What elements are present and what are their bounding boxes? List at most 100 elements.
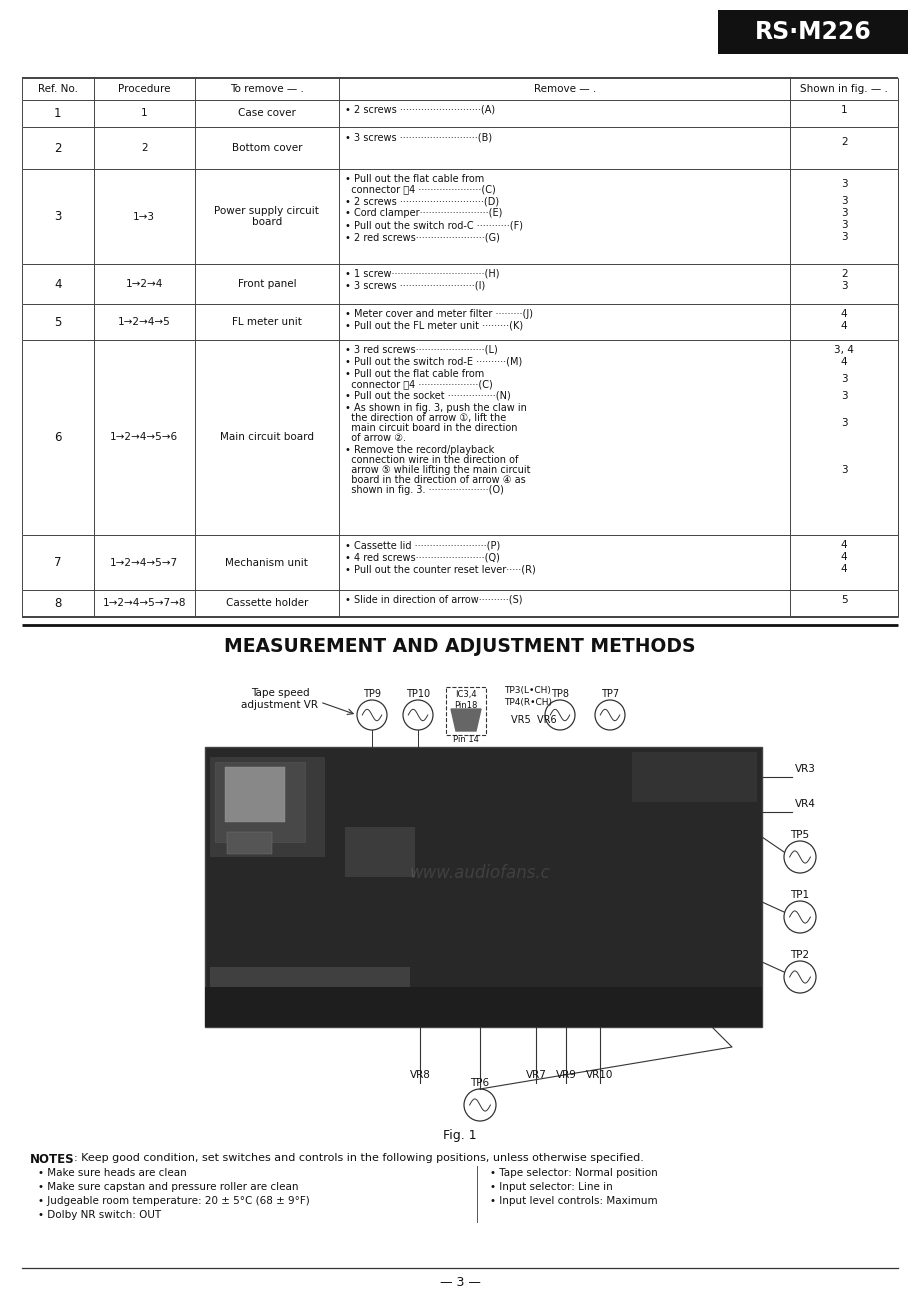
Text: RS·M226: RS·M226 [754,20,870,44]
Circle shape [544,700,574,730]
Text: • 3 screws ·························(I): • 3 screws ·························(I) [345,281,485,291]
FancyBboxPatch shape [717,10,907,55]
Text: 3: 3 [840,373,846,384]
Text: 2: 2 [840,137,846,147]
Text: TP6: TP6 [470,1079,489,1088]
Text: 4: 4 [840,310,846,319]
Text: 5: 5 [54,316,62,328]
Text: board in the direction of arrow ④ as: board in the direction of arrow ④ as [345,475,526,485]
Text: 1→2→4→5: 1→2→4→5 [118,317,170,327]
FancyBboxPatch shape [225,768,285,822]
Text: 3: 3 [840,232,846,242]
Text: • Pull out the flat cable from: • Pull out the flat cable from [345,174,483,183]
Text: TP9: TP9 [363,690,380,699]
Text: TP8: TP8 [550,690,568,699]
Text: 1: 1 [54,107,62,120]
Text: VR10: VR10 [585,1069,613,1080]
Text: • Cassette lid ························(P): • Cassette lid ························(… [345,540,500,550]
Text: connector ␐4 ·····················(C): connector ␐4 ·····················(C) [345,183,495,194]
Text: Front panel: Front panel [237,278,296,289]
Text: • Tape selector: Normal position: • Tape selector: Normal position [490,1168,657,1177]
Text: MEASUREMENT AND ADJUSTMENT METHODS: MEASUREMENT AND ADJUSTMENT METHODS [224,637,695,657]
FancyBboxPatch shape [227,833,272,853]
Text: VR9: VR9 [555,1069,576,1080]
Text: 1→2→4→5→7→8: 1→2→4→5→7→8 [102,598,186,609]
Text: 8: 8 [54,597,62,610]
Text: • Make sure heads are clean: • Make sure heads are clean [38,1168,187,1177]
Text: TP4(R•CH): TP4(R•CH) [504,697,551,706]
Text: Cassette holder: Cassette holder [225,598,308,609]
Text: 2: 2 [54,142,62,155]
FancyBboxPatch shape [205,747,761,1026]
Text: Remove — .: Remove — . [533,85,596,94]
Text: • 1 screw·······························(H): • 1 screw·······························… [345,269,499,278]
Text: • Input selector: Line in: • Input selector: Line in [490,1183,612,1192]
Circle shape [783,840,815,873]
Circle shape [783,902,815,933]
Text: • Judgeable room temperature: 20 ± 5°C (68 ± 9°F): • Judgeable room temperature: 20 ± 5°C (… [38,1196,310,1206]
Text: To remove — .: To remove — . [230,85,303,94]
Text: 3: 3 [840,196,846,206]
Text: adjustment VR: adjustment VR [241,700,318,710]
Text: TP3(L•CH): TP3(L•CH) [504,687,550,696]
Text: TP1: TP1 [789,890,809,900]
Text: 1→2→4→5→6: 1→2→4→5→6 [110,432,178,442]
Text: Shown in fig. — .: Shown in fig. — . [800,85,887,94]
Text: VR8: VR8 [409,1069,430,1080]
Text: Fig. 1: Fig. 1 [443,1128,476,1141]
Circle shape [403,700,433,730]
Text: • Pull out the flat cable from: • Pull out the flat cable from [345,369,483,379]
Text: www.audiofans.c: www.audiofans.c [409,864,550,882]
Text: • 3 screws ··························(B): • 3 screws ··························(B) [345,131,492,142]
FancyBboxPatch shape [345,827,414,877]
Text: 3: 3 [840,220,846,230]
Text: connector ␐4 ····················(C): connector ␐4 ····················(C) [345,379,493,389]
Text: 3: 3 [840,418,846,428]
Text: 3: 3 [840,281,846,291]
FancyBboxPatch shape [210,967,410,987]
Text: connection wire in the direction of: connection wire in the direction of [345,455,518,464]
FancyBboxPatch shape [205,987,761,1026]
Circle shape [463,1089,495,1121]
Circle shape [357,700,387,730]
Text: TP7: TP7 [600,690,618,699]
Text: TP5: TP5 [789,830,809,840]
Text: TP2: TP2 [789,950,809,960]
Text: 3: 3 [54,209,62,222]
Text: VR7: VR7 [525,1069,546,1080]
Text: Mechanism unit: Mechanism unit [225,558,308,567]
Text: shown in fig. 3. ····················(O): shown in fig. 3. ····················(O) [345,485,504,494]
Text: — 3 —: — 3 — [439,1275,480,1288]
Text: • Input level controls: Maximum: • Input level controls: Maximum [490,1196,657,1206]
Text: FL meter unit: FL meter unit [232,317,301,327]
Text: 6: 6 [54,431,62,444]
Text: 1: 1 [840,105,846,114]
Text: • Pull out the socket ················(N): • Pull out the socket ················(N… [345,392,510,401]
Text: • 2 screws ···························(A): • 2 screws ···························(A… [345,105,494,114]
Text: • Make sure capstan and pressure roller are clean: • Make sure capstan and pressure roller … [38,1183,298,1192]
Text: VR3: VR3 [794,764,815,774]
FancyBboxPatch shape [210,757,324,857]
Text: : Keep good condition, set switches and controls in the following positions, unl: : Keep good condition, set switches and … [74,1153,643,1163]
Text: Main circuit board: Main circuit board [220,432,313,442]
Text: 1: 1 [141,108,147,118]
Text: • Remove the record/playback: • Remove the record/playback [345,445,494,455]
Text: • Pull out the switch rod-E ··········(M): • Pull out the switch rod-E ··········(M… [345,356,522,367]
Text: 2: 2 [840,269,846,278]
Text: 3: 3 [840,392,846,401]
Text: • Slide in direction of arrow··········(S): • Slide in direction of arrow··········(… [345,595,522,605]
Text: 3: 3 [840,464,846,475]
Text: 3, 4: 3, 4 [834,345,853,355]
Text: Ref. No.: Ref. No. [38,85,78,94]
Text: 3: 3 [840,180,846,189]
Text: Power supply circuit
board: Power supply circuit board [214,206,319,228]
Text: 7: 7 [54,556,62,569]
Text: 2: 2 [141,143,147,154]
Text: 4: 4 [840,356,846,367]
Text: 5: 5 [840,595,846,605]
Text: Bottom cover: Bottom cover [232,143,301,154]
Text: 4: 4 [840,565,846,574]
Text: 1→2→4: 1→2→4 [125,278,163,289]
FancyBboxPatch shape [631,752,756,801]
Text: • 4 red screws·······················(Q): • 4 red screws·······················(Q) [345,552,499,562]
